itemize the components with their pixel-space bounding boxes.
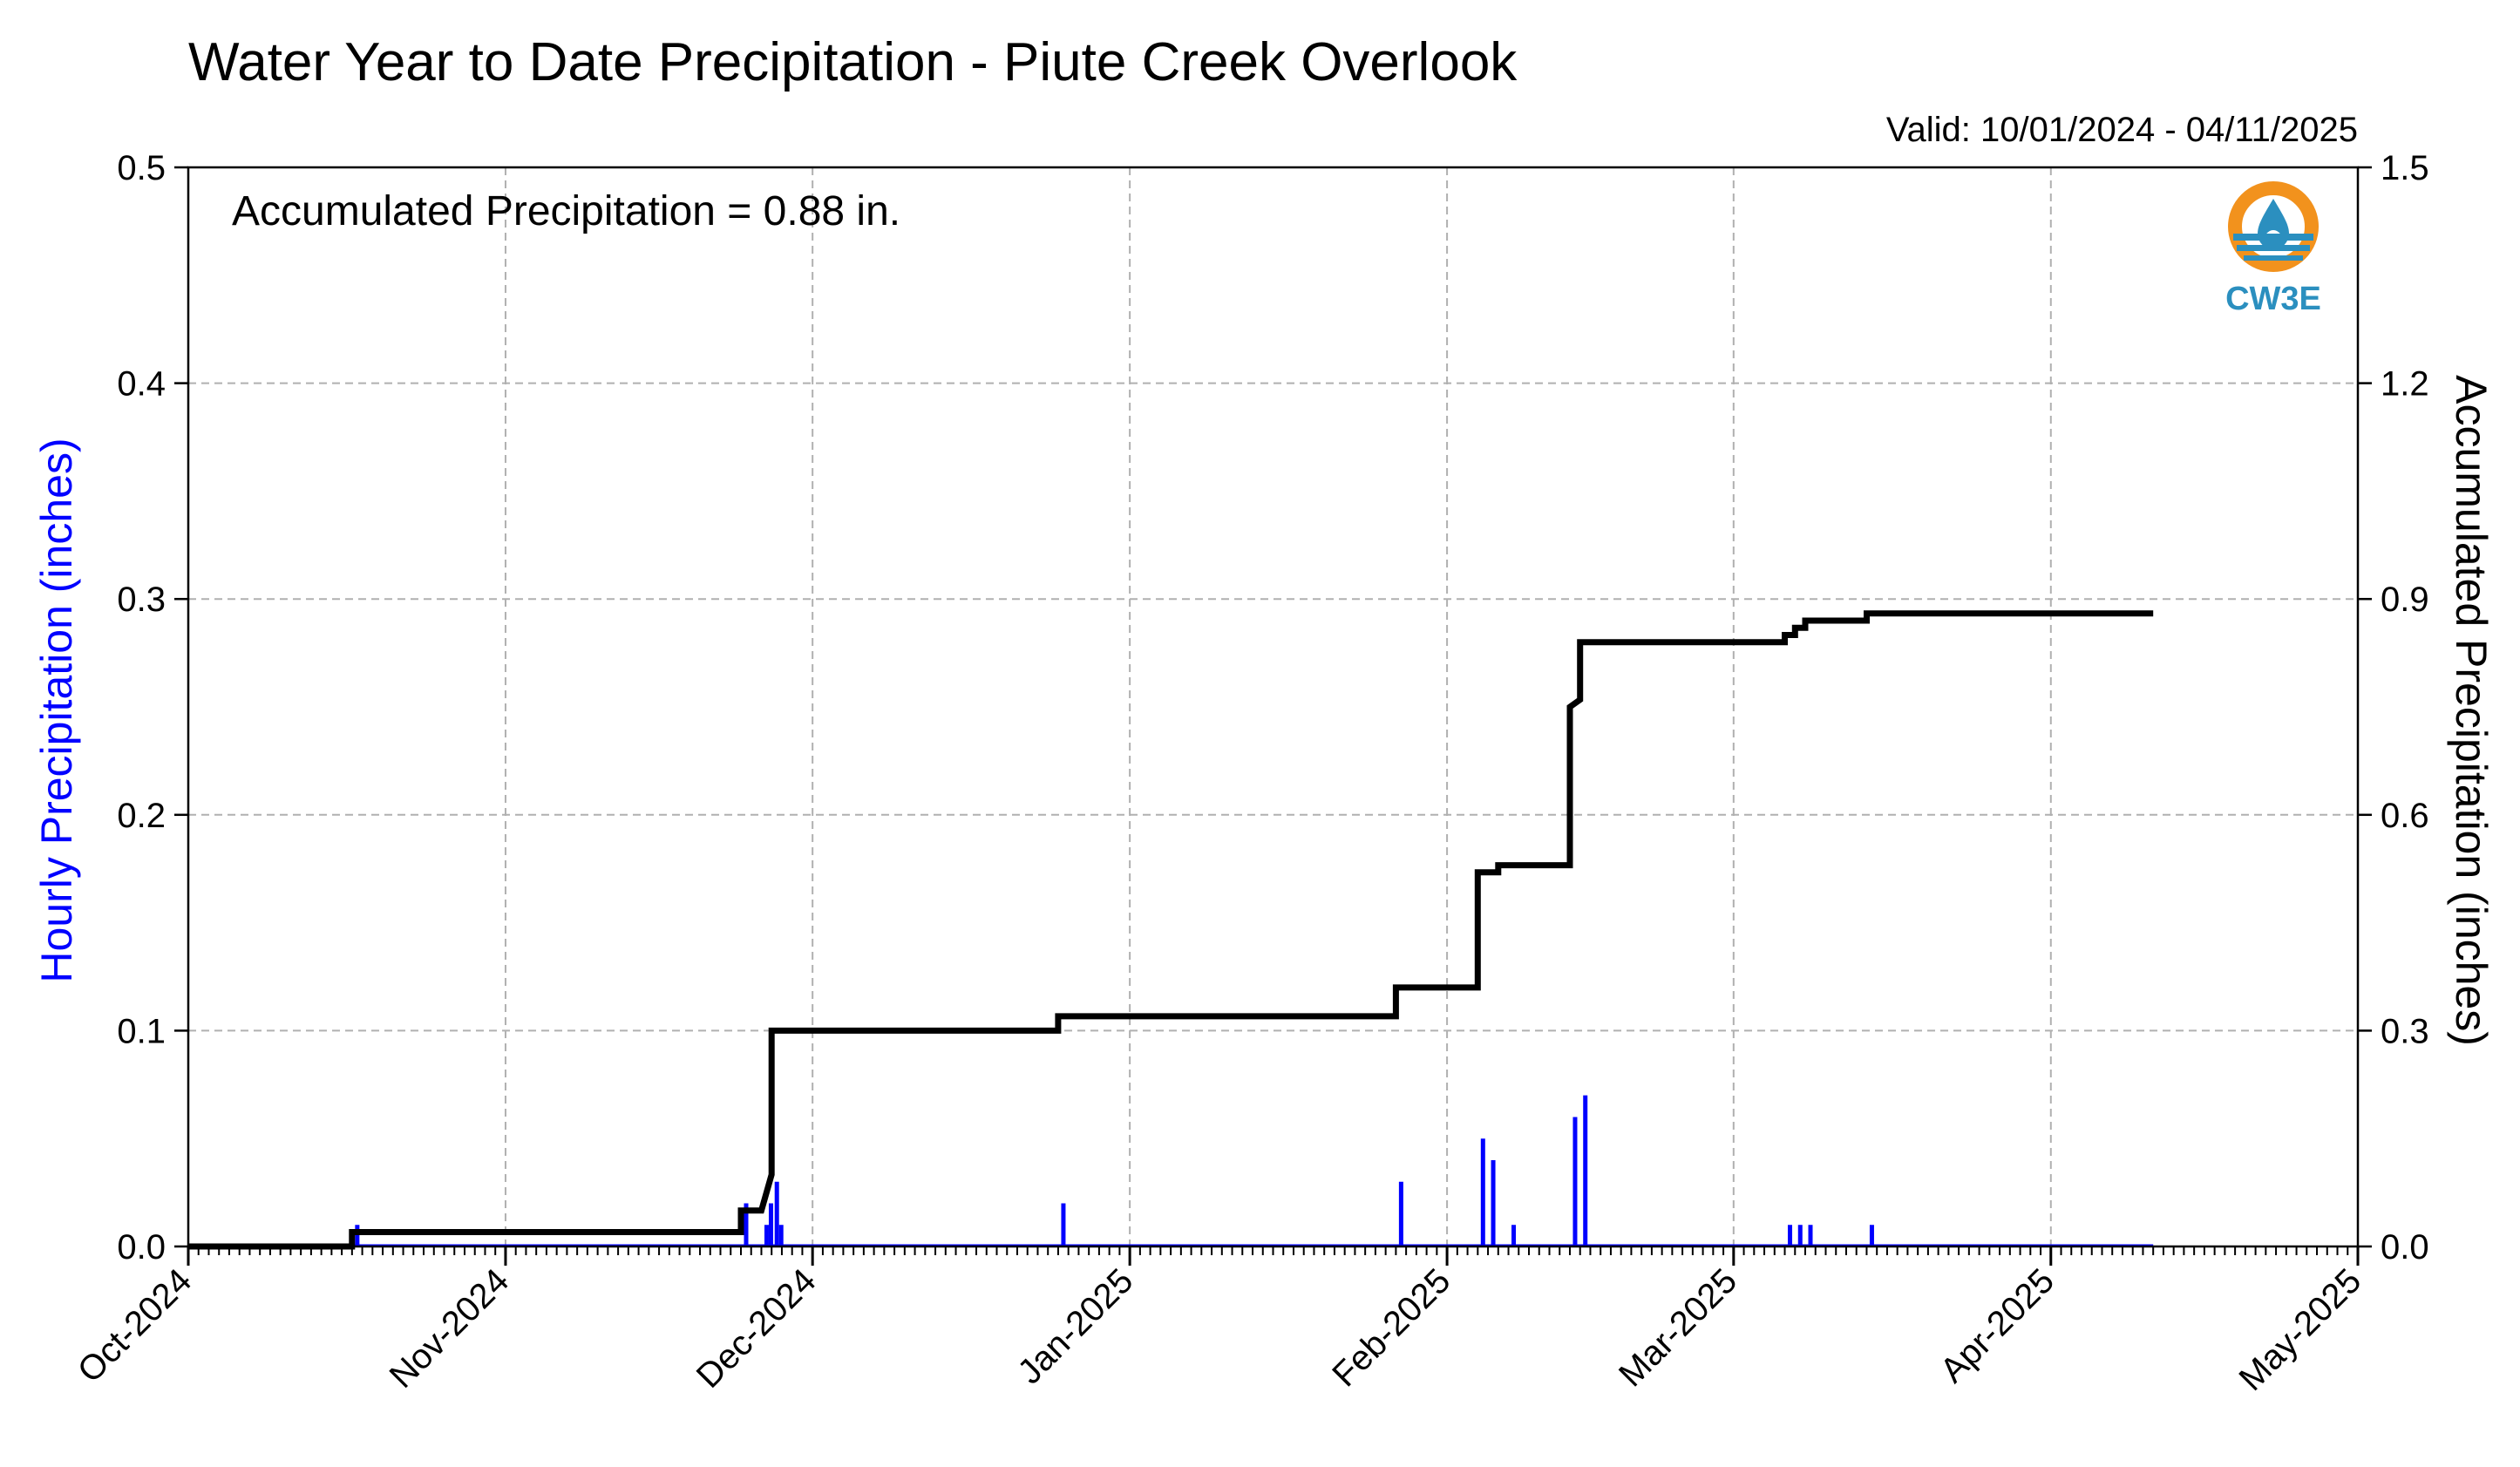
y-left-tick-label: 0.4 (117, 365, 166, 404)
y-right-tick-label: 0.0 (2381, 1228, 2429, 1267)
axis-ticks (174, 166, 2372, 1266)
y-left-tick-label: 0.0 (117, 1228, 166, 1267)
y-right-tick-label: 0.6 (2381, 797, 2429, 835)
y-left-tick-label: 0.1 (117, 1012, 166, 1050)
gridlines (188, 167, 2358, 1246)
y-right-tick-label: 0.9 (2381, 581, 2429, 619)
x-tick-label: Nov-2024 (383, 1261, 517, 1396)
accumulated-precip-line (188, 610, 2154, 1250)
accumulated-annotation: Accumulated Precipitation = 0.88 in. (232, 188, 900, 234)
x-tick-label: Dec-2024 (689, 1261, 824, 1396)
right-y-tick-labels: 0.0 0.3 0.6 0.9 1.2 1.5 (2381, 149, 2429, 1267)
left-y-tick-labels: 0.0 0.1 0.2 0.3 0.4 0.5 (117, 149, 166, 1267)
chart-title: Water Year to Date Precipitation - Piute… (188, 32, 1518, 92)
hourly-precip-bars (188, 1095, 2154, 1247)
cw3e-logo-text: CW3E (2225, 281, 2321, 317)
cw3e-logo: CW3E (2225, 181, 2321, 317)
x-tick-label: Apr-2025 (1933, 1261, 2062, 1389)
y-right-tick-label: 1.2 (2381, 365, 2429, 404)
y-right-tick-label: 0.3 (2381, 1012, 2429, 1050)
x-tick-label: Oct-2024 (71, 1261, 199, 1389)
y-left-tick-label: 0.2 (117, 797, 166, 835)
plot-frame (187, 166, 2360, 1248)
x-tick-label: Feb-2025 (1325, 1261, 1457, 1394)
y-right-tick-label: 1.5 (2381, 149, 2429, 187)
x-tick-label: Jan-2025 (1010, 1261, 1140, 1391)
left-y-axis-label: Hourly Precipitation (inches) (32, 438, 81, 982)
y-left-tick-label: 0.5 (117, 149, 166, 187)
chart-subtitle: Valid: 10/01/2024 - 04/11/2025 (1886, 111, 2358, 149)
right-y-axis-label: Accumulated Precipitation (inches) (2447, 375, 2496, 1046)
y-left-tick-label: 0.3 (117, 581, 166, 619)
plot-border (187, 166, 2360, 1248)
x-tick-label: Mar-2025 (1612, 1261, 1744, 1394)
x-tick-labels: Oct-2024 Nov-2024 Dec-2024 Jan-2025 Feb-2025… (71, 1261, 2368, 1398)
accumulated-precip-line-group (188, 610, 2154, 1250)
cw3e-water-drop-logo-icon (2228, 181, 2319, 272)
x-tick-label: May-2025 (2231, 1261, 2368, 1398)
